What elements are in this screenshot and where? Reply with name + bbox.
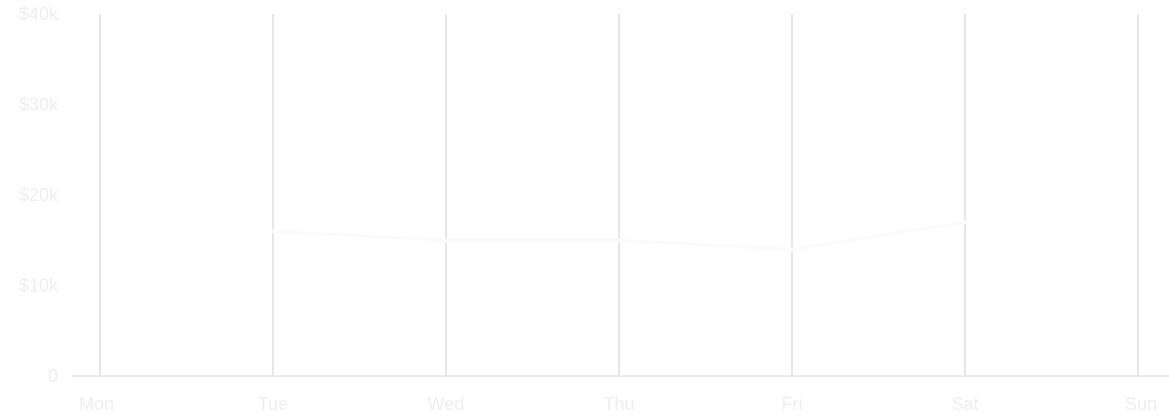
- y-tick-label: 0: [48, 366, 58, 386]
- x-tick-label-fri: Fri: [782, 394, 803, 414]
- data-point-thu[interactable]: [617, 238, 621, 243]
- data-point-fri[interactable]: [790, 247, 794, 252]
- y-tick-label: $40k: [19, 4, 59, 24]
- data-point-wed[interactable]: [444, 238, 448, 243]
- y-tick-label: $30k: [19, 95, 59, 115]
- x-axis-labels: Mon Tue Wed Thu Fri Sat Sun: [79, 394, 1157, 414]
- x-tick-label-thu: Thu: [603, 394, 634, 414]
- x-tick-label-wed: Wed: [428, 394, 465, 414]
- y-tick-label: $20k: [19, 185, 59, 205]
- y-tick-label: $10k: [19, 276, 59, 296]
- x-tick-label-tue: Tue: [258, 394, 288, 414]
- data-point-sat[interactable]: [963, 220, 967, 225]
- gridlines: [99, 14, 1139, 376]
- x-tick-label-mon: Mon: [79, 394, 114, 414]
- x-tick-label-sat: Sat: [951, 394, 978, 414]
- y-axis-labels: 0 $10k $20k $30k $40k: [19, 4, 59, 386]
- data-point-tue[interactable]: [271, 229, 275, 234]
- x-tick-label-sun: Sun: [1125, 394, 1157, 414]
- series-layer: [271, 220, 967, 252]
